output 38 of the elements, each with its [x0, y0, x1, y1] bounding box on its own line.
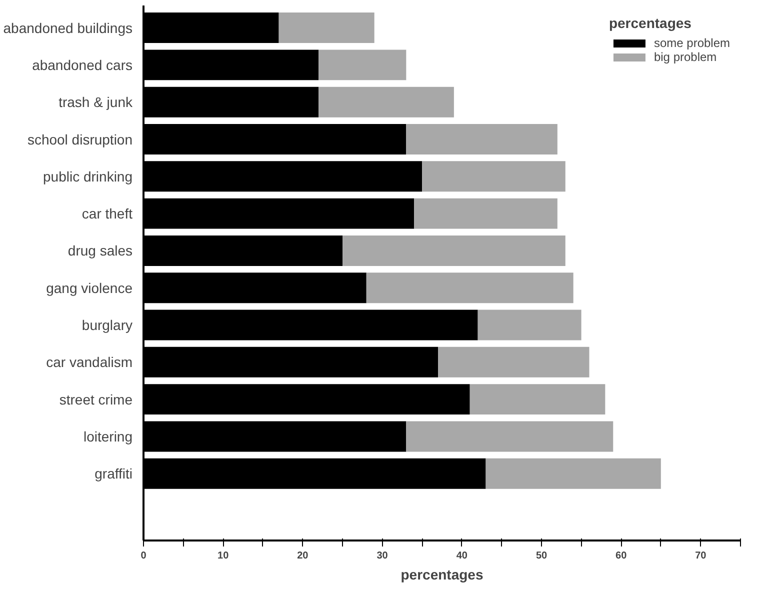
- y-tick-label: public drinking: [43, 168, 133, 184]
- bar: [318, 86, 454, 118]
- x-axis-title: percentages: [400, 566, 484, 582]
- x-tick-label: 20: [297, 550, 309, 562]
- legend-title: percentages: [608, 15, 692, 31]
- y-tick-label: school disruption: [27, 131, 132, 148]
- x-tick-label: 0: [140, 550, 147, 562]
- x-tick-label: 70: [695, 550, 707, 562]
- bar: [478, 310, 582, 340]
- bar: [414, 198, 558, 229]
- bar: [318, 50, 406, 80]
- x-tick-label: 10: [218, 550, 230, 562]
- y-tick-label: graffiti: [94, 466, 133, 482]
- y-tick-label: street crime: [59, 391, 133, 408]
- bar: [406, 421, 614, 452]
- y-tick-label: car vandalism: [46, 354, 133, 370]
- bar: [470, 384, 606, 415]
- bar: [278, 12, 374, 44]
- x-tick-label: 60: [616, 550, 628, 562]
- bar: [342, 235, 566, 266]
- bar: [406, 124, 558, 154]
- y-tick-label: abandoned buildings: [3, 20, 133, 36]
- y-tick-label: loitering: [83, 428, 133, 444]
- bar: [422, 161, 566, 192]
- y-tick-label: trash & junk: [58, 94, 134, 110]
- bar: [486, 458, 661, 489]
- x-tick-label: 30: [376, 550, 388, 562]
- y-tick-label: drug sales: [68, 242, 132, 259]
- y-tick-label: car theft: [82, 206, 133, 222]
- bar: [438, 346, 590, 378]
- x-tick-label: 50: [536, 550, 548, 562]
- y-tick-label: burglary: [82, 317, 133, 334]
- x-tick-label: 40: [456, 550, 468, 562]
- legend-label: big problem: [654, 50, 717, 64]
- y-tick-label: abandoned cars: [32, 56, 133, 73]
- bar: [366, 272, 574, 304]
- legend-label: some problem: [654, 36, 730, 50]
- y-tick-label: gang violence: [46, 280, 133, 296]
